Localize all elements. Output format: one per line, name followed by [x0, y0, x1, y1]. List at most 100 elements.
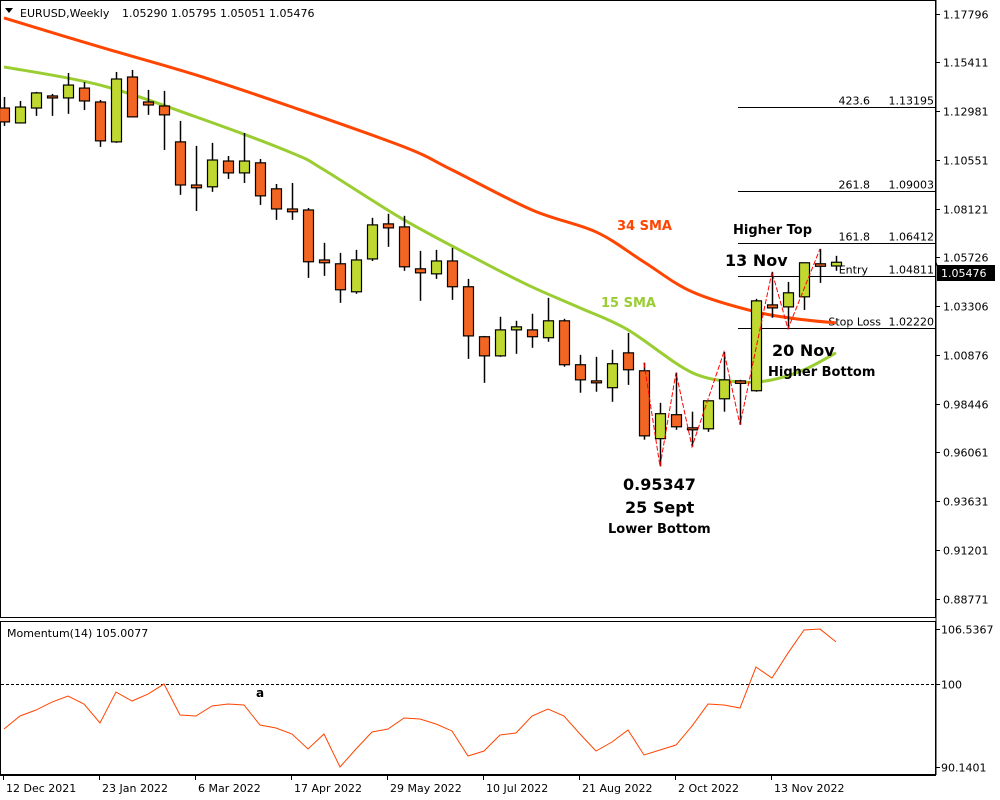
candle [382, 213, 395, 247]
sma34-label: 34 SMA [617, 219, 672, 234]
candle [62, 72, 75, 114]
candle-body [14, 106, 27, 124]
price-tick-label: 1.08121 [943, 204, 989, 217]
candle [366, 217, 379, 261]
candle-body [494, 329, 507, 357]
candle [142, 89, 155, 115]
candle [462, 278, 475, 359]
time-tick-label: 21 Aug 2022 [582, 782, 652, 795]
time-tick-label: 17 Apr 2022 [294, 782, 362, 795]
candle [606, 349, 619, 402]
candle-body [62, 84, 75, 99]
candle [350, 249, 363, 294]
candle-body [190, 184, 203, 189]
momentum-mark-label: a [256, 686, 264, 700]
candle-body [430, 260, 443, 275]
candle-body [574, 364, 587, 381]
candle-body [142, 101, 155, 106]
candle-body [446, 260, 459, 288]
candle-body [670, 414, 683, 428]
momentum-line [3, 628, 837, 768]
candle [478, 335, 491, 383]
candle-body [126, 76, 139, 118]
nov20-label: 20 Nov [772, 341, 835, 360]
candle [174, 120, 187, 195]
candle [670, 372, 683, 430]
candle-body [622, 352, 635, 371]
candle [318, 242, 331, 276]
candle-body [254, 162, 267, 197]
time-axis: 12 Dec 2021 23 Jan 2022 6 Mar 2022 17 Apr 2… [3, 775, 844, 795]
dropdown-triangle-icon[interactable] [5, 8, 13, 13]
candle-body [46, 95, 59, 99]
candle [814, 248, 827, 283]
candle [718, 351, 731, 412]
candle-body [334, 263, 347, 291]
price-tick-label: 1.00876 [943, 350, 989, 363]
candle [446, 247, 459, 300]
price-tick-label: 1.10551 [943, 155, 989, 168]
candle [270, 183, 283, 220]
candle [782, 281, 795, 329]
fib-level-label: 161.8 [839, 231, 871, 244]
candle [126, 69, 139, 118]
candle-body [830, 261, 843, 267]
candles [0, 69, 843, 467]
candle [110, 71, 123, 143]
candle-body [206, 159, 219, 188]
candle-body [238, 160, 251, 174]
fib-price-label: 1.04811 [889, 264, 935, 277]
zigzag-lines [643, 248, 821, 467]
candle-body [782, 292, 795, 308]
candle [14, 100, 27, 124]
momentum-label: Momentum(14) 105.0077 [7, 627, 148, 640]
candle-body [110, 78, 123, 143]
candle-body [30, 92, 43, 109]
sept25-label: 25 Sept [625, 498, 695, 517]
fib-price-label: 1.02220 [889, 316, 935, 329]
candle [702, 400, 715, 432]
fib-price-label: 1.13195 [889, 95, 935, 108]
candle-body [654, 413, 667, 440]
candle [302, 207, 315, 278]
sma15-label: 15 SMA [601, 296, 656, 311]
candle [686, 411, 699, 447]
candle-body [174, 141, 187, 186]
current-price-box [937, 265, 995, 281]
fib-level-label: 261.8 [839, 179, 871, 192]
candle-body [302, 209, 315, 263]
candle [286, 182, 299, 220]
price-tick-label: 1.03306 [943, 301, 989, 314]
momentum-indicator: 106.5367 100 90.1401 [1, 624, 994, 775]
candle [94, 99, 107, 147]
candle [558, 318, 571, 367]
candle [398, 215, 411, 271]
momentum-panel-frame [0, 621, 936, 775]
momentum-tick-label: 106.5367 [941, 624, 994, 637]
candle-body [638, 370, 651, 437]
time-tick-label: 23 Jan 2022 [102, 782, 168, 795]
fib-price-label: 1.06412 [889, 231, 935, 244]
price-tick-label: 1.05726 [943, 252, 989, 265]
candle [414, 250, 427, 301]
candle-body [270, 188, 283, 210]
candle-body [366, 224, 379, 260]
candle-body [478, 336, 491, 357]
price-tick-label: 1.12981 [943, 106, 989, 119]
candle-body [382, 223, 395, 229]
time-tick-label: 10 Jul 2022 [486, 782, 548, 795]
candle [574, 354, 587, 393]
zigzag-line [643, 248, 821, 467]
candle [238, 133, 251, 183]
price-tick-label: 0.98446 [943, 399, 989, 412]
candle [190, 145, 203, 211]
momentum-tick-label: 90.1401 [941, 762, 987, 775]
candle [334, 252, 347, 303]
candle-body [590, 380, 603, 384]
price-axis: 1.17796 1.15411 1.12981 1.10551 1.08121 1.057… [935, 9, 995, 607]
candle-body [462, 286, 475, 337]
candle-body [798, 262, 811, 298]
candle-body [0, 107, 11, 123]
candle-body [750, 300, 763, 392]
